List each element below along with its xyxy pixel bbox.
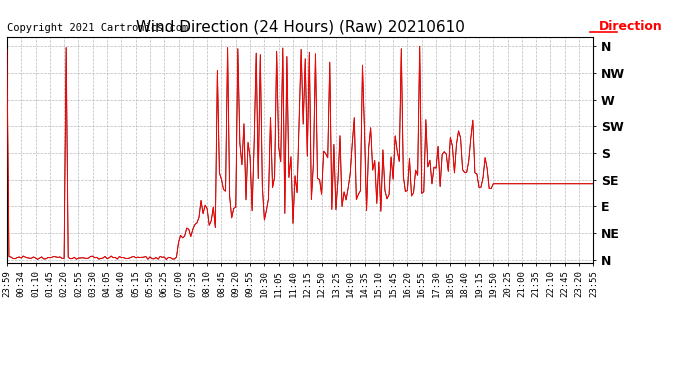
Text: Direction: Direction: [599, 20, 663, 33]
Text: Copyright 2021 Cartronics.com: Copyright 2021 Cartronics.com: [7, 23, 188, 33]
Title: Wind Direction (24 Hours) (Raw) 20210610: Wind Direction (24 Hours) (Raw) 20210610: [136, 20, 464, 35]
